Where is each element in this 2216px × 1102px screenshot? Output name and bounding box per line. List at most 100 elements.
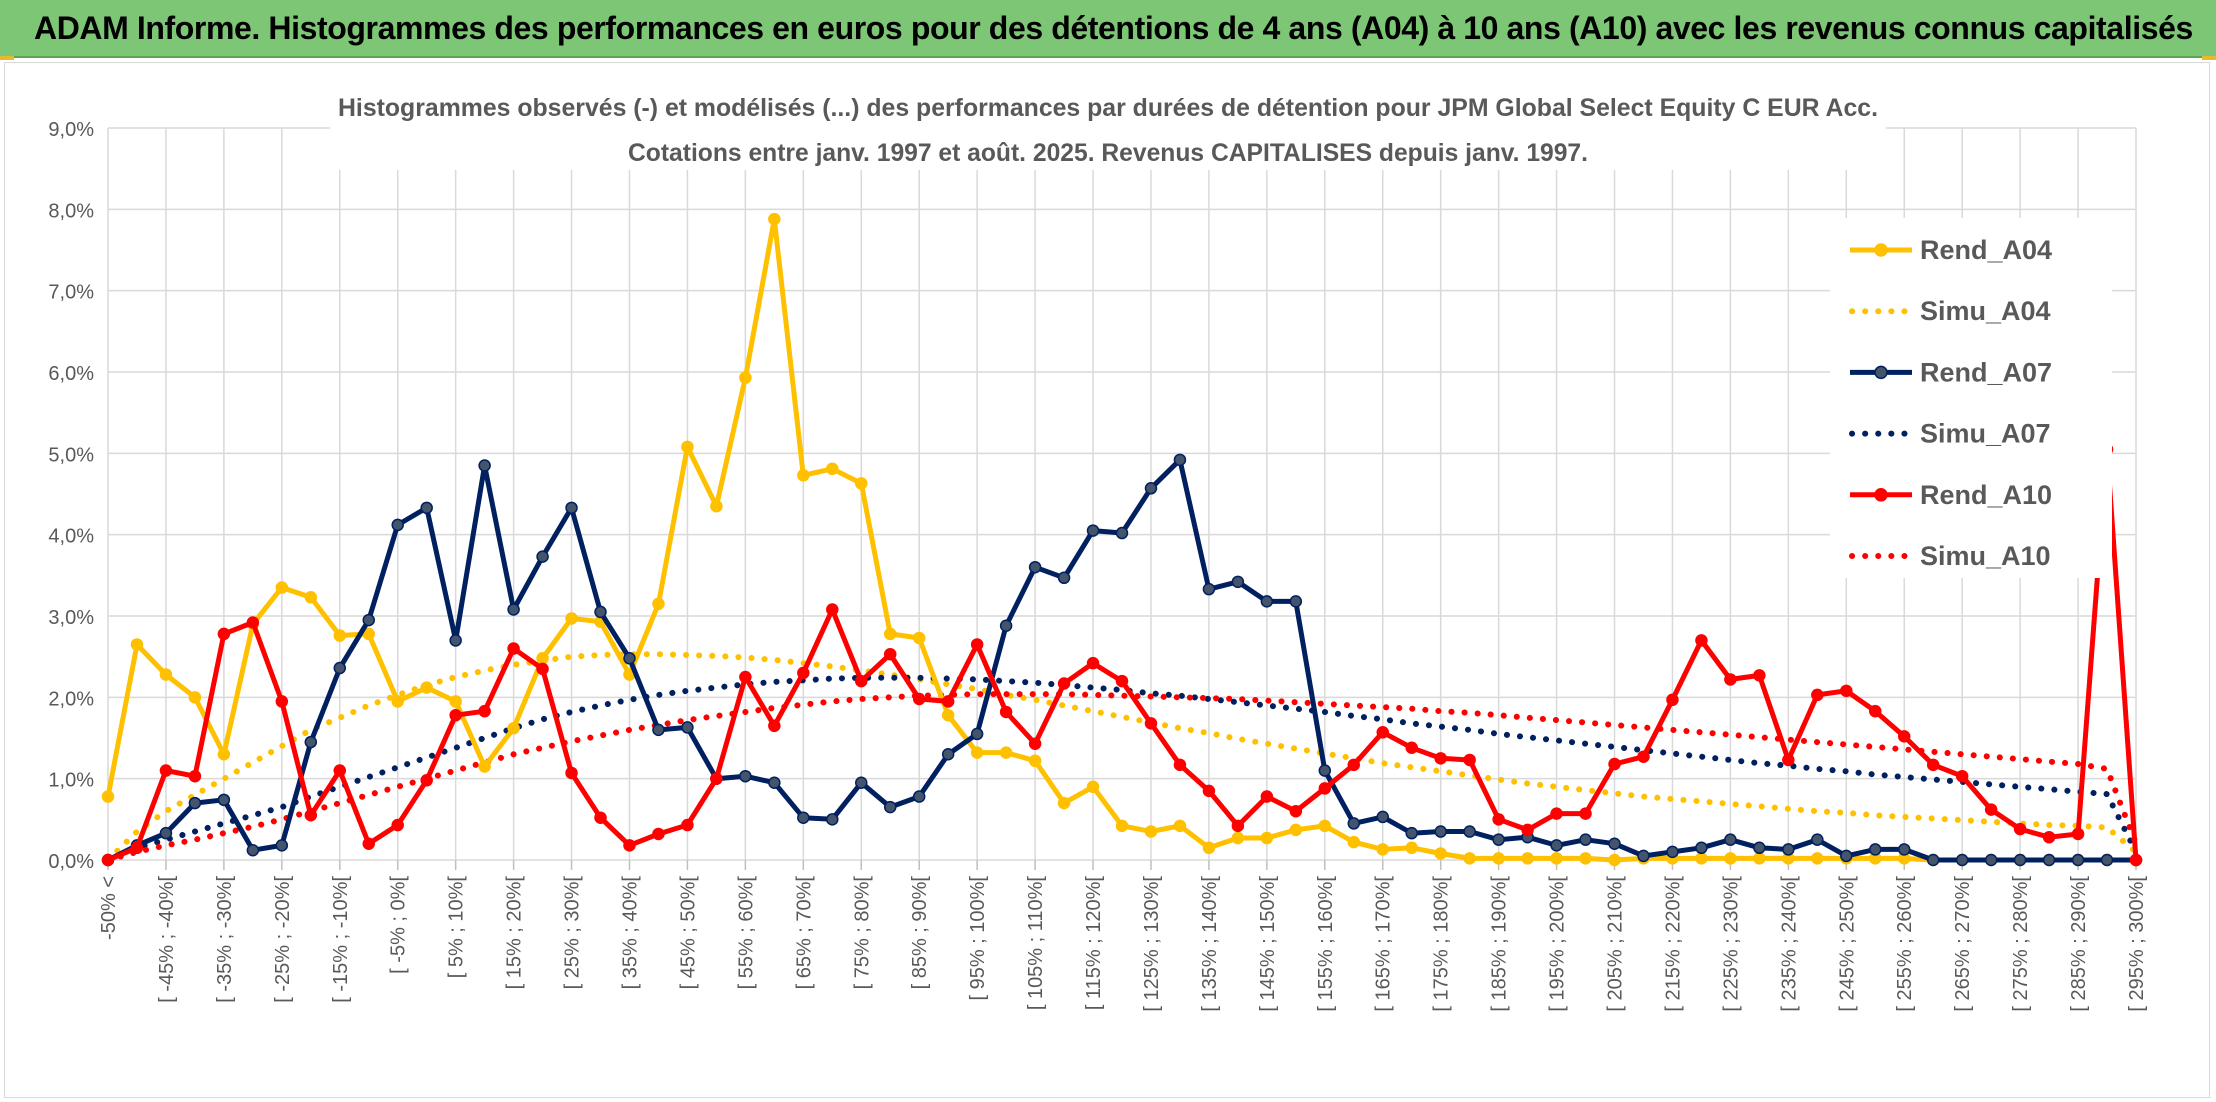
data-point xyxy=(1897,730,1911,743)
data-point xyxy=(246,843,260,857)
data-point xyxy=(2013,853,2027,867)
data-point xyxy=(1260,831,1274,845)
x-tick-label: [ 185% ; 190%[ xyxy=(1489,876,1511,1012)
y-tick-label: 9,0% xyxy=(48,119,94,141)
data-point xyxy=(1115,819,1129,833)
legend-item-simu_a07: Simu_A07 xyxy=(1849,419,2051,449)
data-point xyxy=(2129,853,2143,867)
x-tick-label: [ 55% ; 60%[ xyxy=(735,876,757,990)
x-tick-label: [ -45% ; -40%[ xyxy=(156,876,178,1003)
data-point xyxy=(912,631,926,645)
x-tick-label: [ 25% ; 30%[ xyxy=(562,876,584,990)
data-point xyxy=(1260,790,1274,803)
x-tick-label: [ 195% ; 200%[ xyxy=(1547,876,1569,1012)
data-point xyxy=(1202,582,1216,596)
data-point xyxy=(1955,769,1969,783)
data-point xyxy=(1695,852,1708,865)
data-point xyxy=(768,212,781,226)
data-point xyxy=(1086,656,1100,670)
data-point xyxy=(1144,482,1158,495)
data-point xyxy=(1463,852,1476,865)
data-point xyxy=(999,705,1013,719)
data-point xyxy=(304,735,318,749)
data-point xyxy=(565,612,578,625)
y-tick-label: 3,0% xyxy=(48,607,94,629)
data-point xyxy=(507,642,520,655)
data-point xyxy=(681,721,694,734)
corner-accent-right xyxy=(2202,56,2216,60)
data-point xyxy=(188,796,202,810)
data-point xyxy=(970,638,984,651)
data-point xyxy=(188,769,202,783)
data-point xyxy=(2042,830,2056,844)
data-point xyxy=(1492,852,1505,865)
data-point xyxy=(1724,833,1737,846)
data-point xyxy=(1376,843,1389,856)
data-point xyxy=(507,721,520,735)
data-point xyxy=(1434,752,1447,765)
x-tick-label: [ -15% ; -10%[ xyxy=(330,876,352,1003)
data-point xyxy=(2100,853,2114,867)
data-point xyxy=(941,748,955,761)
x-tick-label: [ -35% ; -30%[ xyxy=(214,876,236,1003)
data-point xyxy=(1231,575,1245,589)
data-point xyxy=(130,841,144,855)
legend-marker xyxy=(1874,488,1888,502)
x-axis: -50% < [ -45% ; -40%[[ -35% ; -30%[[ -25%… xyxy=(98,876,2148,1012)
data-point xyxy=(304,809,318,822)
data-point xyxy=(1434,847,1447,860)
x-tick-label: [ 95% ; 100%[ xyxy=(967,876,989,1001)
data-point xyxy=(1405,741,1418,755)
title-backdrop xyxy=(330,86,1886,170)
data-point xyxy=(304,591,318,604)
x-tick-label: [ 45% ; 50%[ xyxy=(677,876,699,990)
data-point xyxy=(1695,841,1708,855)
x-tick-label: [ 125% ; 130%[ xyxy=(1141,876,1163,1012)
data-point xyxy=(478,760,491,773)
data-point xyxy=(623,839,636,852)
legend-label: Simu_A07 xyxy=(1920,419,2051,449)
data-point xyxy=(652,723,665,737)
data-point xyxy=(1869,843,1882,856)
y-axis: 0,0% 1,0% 2,0% 3,0% 4,0% 5,0% 6,0% 7,0% 8,0% 9,0% xyxy=(48,119,94,873)
y-tick-label: 4,0% xyxy=(48,526,94,548)
y-tick-label: 2,0% xyxy=(48,688,94,710)
data-point xyxy=(1405,841,1418,855)
data-point xyxy=(2042,853,2056,867)
data-point xyxy=(159,668,173,681)
data-point xyxy=(1782,843,1795,856)
data-point xyxy=(797,469,810,482)
x-tick-label: [ 175% ; 180%[ xyxy=(1431,876,1453,1012)
data-point xyxy=(275,839,289,852)
data-point xyxy=(912,790,926,803)
y-tick-label: 5,0% xyxy=(48,444,94,466)
data-point xyxy=(1057,571,1071,585)
x-tick-label: [ 245% ; 250%[ xyxy=(1836,876,1858,1012)
legend-item-simu_a04: Simu_A04 xyxy=(1849,296,2051,326)
data-point xyxy=(594,605,607,619)
data-point xyxy=(1463,753,1476,767)
data-point xyxy=(1550,852,1563,865)
data-point xyxy=(1840,684,1853,698)
legend-label: Simu_A10 xyxy=(1920,541,2051,571)
data-point xyxy=(768,719,781,733)
legend-label: Simu_A04 xyxy=(1920,296,2051,326)
data-point xyxy=(420,501,433,515)
data-point xyxy=(1637,750,1650,763)
x-tick-label: [ 115% ; 120%[ xyxy=(1083,876,1105,1011)
data-point xyxy=(159,826,173,840)
data-point xyxy=(1434,825,1447,838)
data-point xyxy=(536,550,549,563)
data-point xyxy=(1347,758,1361,772)
data-point xyxy=(826,462,839,476)
data-point xyxy=(1144,825,1158,838)
data-point xyxy=(623,652,636,665)
y-tick-label: 0,0% xyxy=(48,851,94,873)
data-point xyxy=(217,793,231,807)
series-line xyxy=(105,691,2139,863)
x-tick-label: [ 145% ; 150%[ xyxy=(1257,876,1279,1012)
data-point xyxy=(246,616,260,629)
x-tick-label: [ 5% ; 10%[ xyxy=(446,876,468,979)
legend-item-rend_a10: Rend_A10 xyxy=(1850,480,2052,510)
y-tick-label: 1,0% xyxy=(48,770,94,792)
